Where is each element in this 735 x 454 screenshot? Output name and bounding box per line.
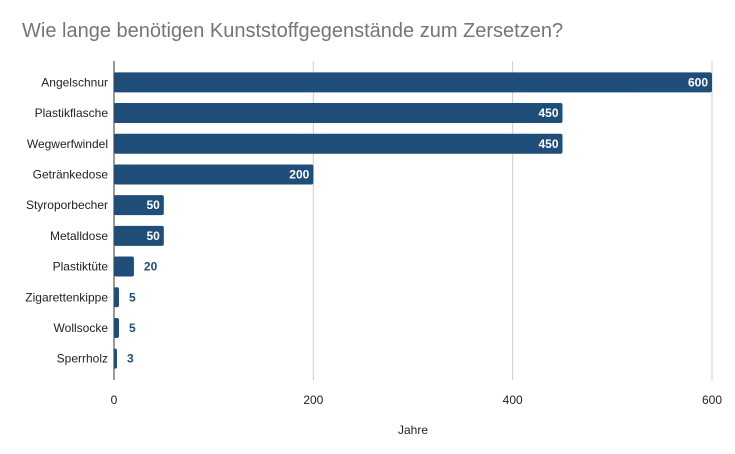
category-label: Plastikflasche [35, 106, 109, 120]
data-label: 5 [129, 321, 136, 335]
data-label: 200 [289, 167, 309, 181]
bar [114, 72, 712, 92]
bar [114, 318, 119, 338]
data-label: 50 [146, 229, 160, 243]
bars: 600 450 450 200 50 50 20 5 5 3 [114, 72, 712, 368]
category-label: Metalldose [50, 229, 108, 243]
category-label: Wegwerfwindel [27, 137, 108, 151]
data-label: 50 [146, 198, 160, 212]
bar [114, 164, 313, 184]
x-tick-label: 200 [303, 393, 323, 407]
category-label: Plastiktüte [53, 260, 109, 274]
bar [114, 349, 117, 369]
category-label: Styroporbecher [26, 198, 108, 212]
data-label: 450 [538, 106, 558, 120]
x-tick-labels: 0 200 400 600 [111, 393, 723, 407]
bar-chart: 600 450 450 200 50 50 20 5 5 3 Angelschnur Plastik… [0, 0, 735, 454]
bar [114, 103, 563, 123]
x-tick-label: 600 [702, 393, 722, 407]
category-label: Angelschnur [41, 75, 108, 89]
x-tick-label: 400 [503, 393, 523, 407]
category-label: Zigarettenkippe [25, 290, 108, 304]
data-label: 3 [127, 352, 134, 366]
category-label: Sperrholz [57, 352, 108, 366]
x-tick-label: 0 [111, 393, 118, 407]
bar [114, 257, 134, 277]
bar [114, 287, 119, 307]
data-label: 600 [688, 75, 708, 89]
data-label: 450 [538, 137, 558, 151]
category-labels: Angelschnur Plastikflasche Wegwerfwindel Ge… [25, 75, 108, 365]
x-axis-title: Jahre [398, 423, 428, 437]
category-label: Wollsocke [54, 321, 109, 335]
data-label: 20 [144, 260, 158, 274]
data-label: 5 [129, 290, 136, 304]
bar [114, 134, 563, 154]
category-label: Getränkedose [33, 167, 109, 181]
